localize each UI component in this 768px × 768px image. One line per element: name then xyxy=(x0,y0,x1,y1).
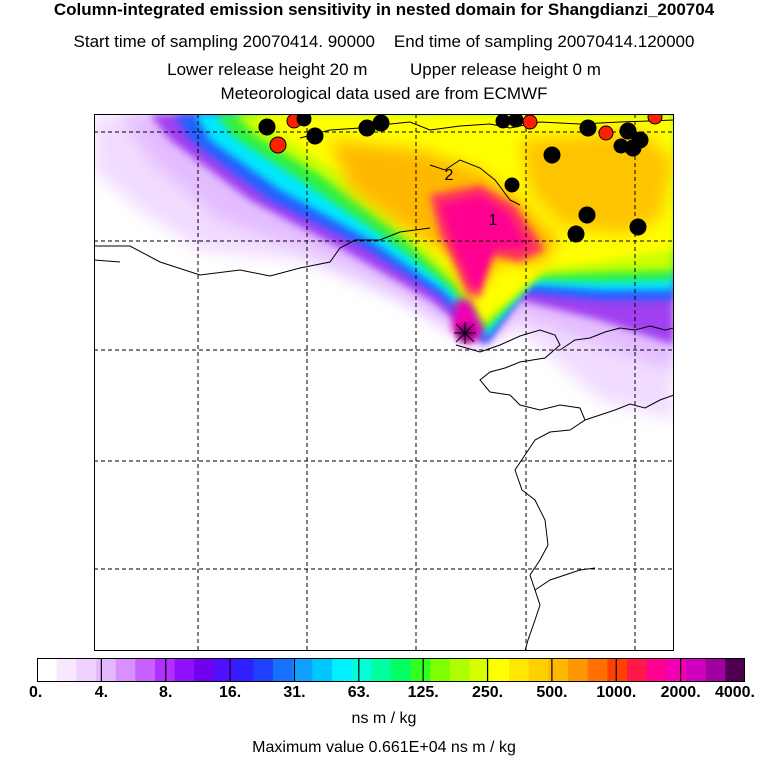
colorbar-tick-label: 4000. xyxy=(714,684,756,701)
colorbar-swatch xyxy=(194,658,215,682)
colorbar-swatch xyxy=(312,658,333,682)
contour-label-1: 1 xyxy=(489,212,498,229)
colorbar-swatch xyxy=(646,658,667,682)
colorbar-tick-label: 1000. xyxy=(596,684,637,701)
colorbar-swatch xyxy=(332,658,353,682)
emission-sensitivity-map: 2 1 xyxy=(94,114,674,651)
map-title: Column-integrated emission sensitivity i… xyxy=(53,0,715,19)
colorbar-swatch xyxy=(666,658,687,682)
colorbar-swatch xyxy=(686,658,707,682)
colorbar-swatch xyxy=(391,658,412,682)
colorbar-swatch xyxy=(371,658,392,682)
upper-release-label: Upper release height 0 m xyxy=(409,60,601,79)
colorbar-tick-label: 4. xyxy=(94,684,109,701)
end-time-label: End time of sampling 20070414.120000 xyxy=(393,32,695,51)
colorbar-swatch xyxy=(607,658,628,682)
colorbar-swatch xyxy=(469,658,490,682)
colorbar-swatch xyxy=(292,658,313,682)
colorbar-swatch xyxy=(37,658,58,682)
colorbar-swatch xyxy=(96,658,117,682)
colorbar-swatch xyxy=(253,658,274,682)
lower-release-label: Lower release height 20 m xyxy=(167,60,368,79)
colorbar-swatch xyxy=(410,658,431,682)
colorbar-swatch xyxy=(587,658,608,682)
colorbar-frame xyxy=(37,658,745,682)
contour-label-2: 2 xyxy=(445,167,454,184)
sensitivity-field xyxy=(94,114,674,420)
colorbar-swatch xyxy=(115,658,136,682)
colorbar-swatch xyxy=(725,658,746,682)
particle-cluster-markers xyxy=(258,114,663,243)
colorbar-swatch xyxy=(76,658,97,682)
colorbar-swatch xyxy=(489,658,510,682)
release-heights: Lower release height 20 m Upper release … xyxy=(0,60,768,80)
colorbar-swatch xyxy=(273,658,294,682)
met-data-label: Meteorological data used are from ECMWF xyxy=(220,84,548,103)
colorbar-swatch xyxy=(351,658,372,682)
colorbar-swatch xyxy=(430,658,451,682)
colorbar-swatch xyxy=(509,658,530,682)
colorbar-tick-label: 125. xyxy=(407,684,439,701)
colorbar-swatch xyxy=(135,658,156,682)
map-frame xyxy=(94,114,674,651)
maximum-value-label: Maximum value 0.661E+04 ns m / kg xyxy=(252,739,516,756)
colorbar-swatch xyxy=(174,658,195,682)
colorbar-swatch xyxy=(568,658,589,682)
colorbar-tick-label: 31. xyxy=(283,684,306,701)
colorbar-tick-label: 0. xyxy=(28,684,43,701)
sampling-times: Start time of sampling 20070414. 90000 E… xyxy=(0,32,768,52)
colorbar-tick-label: 500. xyxy=(536,684,568,701)
start-time-label: Start time of sampling 20070414. 90000 xyxy=(73,32,375,51)
receptor-marker xyxy=(454,322,476,344)
colorbar-swatch xyxy=(56,658,77,682)
colorbar-swatch xyxy=(528,658,549,682)
colorbar-swatch xyxy=(450,658,471,682)
colorbar-units: ns m / kg xyxy=(351,710,417,727)
colorbar-tick-label: 8. xyxy=(159,684,173,701)
colorbar xyxy=(36,658,746,682)
colorbar-swatch xyxy=(705,658,726,682)
colorbar-tick-label: 16. xyxy=(218,684,242,701)
colorbar-swatches xyxy=(36,658,746,682)
colorbar-tick-label: 63. xyxy=(347,684,370,701)
colorbar-tick-label: 2000. xyxy=(660,684,701,701)
lat-lon-grid xyxy=(94,114,674,651)
colorbar-tick-label: 250. xyxy=(471,684,504,701)
colorbar-swatch xyxy=(548,658,569,682)
colorbar-swatch xyxy=(214,658,235,682)
colorbar-swatch xyxy=(233,658,254,682)
colorbar-swatch xyxy=(627,658,648,682)
